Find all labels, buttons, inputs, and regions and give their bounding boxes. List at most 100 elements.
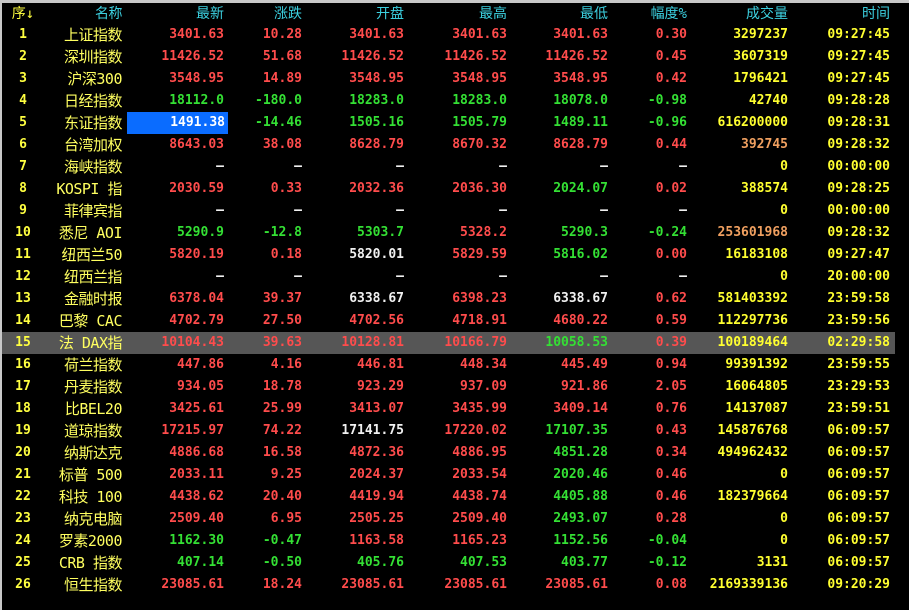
cell-seq: 18 (15, 401, 31, 416)
header-change[interactable]: 涨跌 (274, 6, 302, 22)
cell-open: 5303.7 (357, 225, 404, 240)
header-high[interactable]: 最高 (479, 6, 507, 22)
cell-change: 39.63 (262, 335, 302, 350)
cell-volume: 100189464 (717, 335, 788, 350)
table-row[interactable]: 19 道琼指数 17215.97 74.22 17141.75 17220.02 17107… (2, 420, 902, 442)
cell-seq: 4 (19, 93, 27, 108)
table-row[interactable]: 25 CRB 指数 407.14 -0.50 405.76 407.53 403.77 -0.… (2, 552, 902, 574)
cell-change: 16.58 (262, 445, 302, 460)
table-row[interactable]: 26 恒生指数 23085.61 18.24 23085.61 23085.61 23085… (2, 574, 902, 596)
cell-low: 5290.3 (561, 225, 608, 240)
table-row[interactable]: 21 标普 500 2033.11 9.25 2024.37 2033.54 2020.46… (2, 464, 902, 486)
cell-low: 2493.07 (553, 511, 608, 526)
table-row[interactable]: 22 科技 100 4438.62 20.40 4419.94 4438.74 4405.8… (2, 486, 902, 508)
header-open[interactable]: 开盘 (376, 6, 404, 22)
header-low[interactable]: 最低 (580, 6, 608, 22)
table-row[interactable]: 4 日经指数 18112.0 -180.0 18283.0 18283.0 18078.0 -… (2, 90, 902, 112)
cell-low: 3409.14 (553, 401, 608, 416)
cell-pct: -0.04 (647, 533, 687, 548)
cell-pct: 0.76 (655, 401, 687, 416)
table-row[interactable]: 18 比BEL20 3425.61 25.99 3413.07 3435.99 3409.1… (2, 398, 902, 420)
cell-volume: 392745 (741, 137, 788, 152)
table-row[interactable]: 10 悉尼 AOI 5290.9 -12.8 5303.7 5328.2 5290.3 -0.… (2, 222, 902, 244)
header-pct[interactable]: 幅度% (650, 6, 687, 22)
cell-pct: — (679, 159, 687, 174)
cell-pct: 2.05 (655, 379, 687, 394)
cell-last: 5290.9 (177, 225, 224, 240)
cell-last: 23085.61 (161, 577, 224, 592)
table-row[interactable]: 24 罗素2000 1162.30 -0.47 1163.58 1165.23 1152.5… (2, 530, 902, 552)
cell-seq: 10 (15, 225, 31, 240)
cell-time: 09:27:45 (827, 71, 890, 86)
cell-high: — (499, 203, 507, 218)
table-row[interactable]: 20 纳斯达克 4886.68 16.58 4872.36 4886.95 4851.28 0… (2, 442, 902, 464)
header-volume[interactable]: 成交量 (746, 6, 788, 22)
table-row[interactable]: 16 荷兰指数 447.86 4.16 446.81 448.34 445.49 0.94 99… (2, 354, 902, 376)
cell-pct: 0.94 (655, 357, 687, 372)
header-seq[interactable]: 序↓ (11, 6, 35, 22)
table-row[interactable]: 7 海峡指数 — — — — — — 0 00:00:00 (2, 156, 902, 178)
cell-time: 23:59:58 (827, 291, 890, 306)
cell-change: -14.46 (255, 115, 302, 130)
cell-volume: 3607319 (733, 49, 788, 64)
cell-name: KOSPI 指 (56, 180, 122, 198)
cell-time: 06:09:57 (827, 555, 890, 570)
cell-high: — (499, 159, 507, 174)
cell-name: 东证指数 (63, 114, 123, 132)
cell-high: 11426.52 (444, 49, 507, 64)
window-left-border (0, 0, 2, 610)
table-row[interactable]: 12 纽西兰指 — — — — — — 0 20:00:00 (2, 266, 902, 288)
table-row[interactable]: 11 纽西兰50 5820.19 0.18 5820.01 5829.59 5816.02 0… (2, 244, 902, 266)
cell-low: 1489.11 (553, 115, 608, 130)
cell-last: 4702.79 (169, 313, 224, 328)
table-row[interactable]: 13 金融时报 6378.04 39.37 6338.67 6398.23 6338.67 0… (2, 288, 902, 310)
cell-change: — (294, 159, 302, 174)
header-name[interactable]: 名称 (95, 6, 123, 22)
cell-time: 06:09:57 (827, 511, 890, 526)
table-row[interactable]: 1 上证指数 3401.63 10.28 3401.63 3401.63 3401.63 0.… (2, 24, 902, 46)
cell-pct: — (679, 203, 687, 218)
cell-pct: 0.08 (655, 577, 687, 592)
cell-seq: 24 (15, 533, 31, 548)
cell-seq: 21 (15, 467, 31, 482)
cell-last: — (216, 159, 224, 174)
table-row[interactable]: 2 深圳指数 11426.52 51.68 11426.52 11426.52 11426.… (2, 46, 902, 68)
cell-time: 06:09:57 (827, 445, 890, 460)
header-last[interactable]: 最新 (196, 6, 224, 22)
cell-seq: 12 (15, 269, 31, 284)
cell-volume: 0 (780, 467, 788, 482)
cell-time: 02:29:58 (827, 335, 890, 350)
cell-high: 2036.30 (452, 181, 507, 196)
cell-volume: 16064805 (725, 379, 788, 394)
cell-seq: 25 (15, 555, 31, 570)
cell-name: 日经指数 (63, 92, 123, 110)
cell-volume: 616200000 (717, 115, 788, 130)
cell-change: 18.24 (262, 577, 302, 592)
cell-seq: 17 (15, 379, 31, 394)
cell-high: 3548.95 (452, 71, 507, 86)
table-row[interactable]: 23 纳克电脑 2509.40 6.95 2505.25 2509.40 2493.07 0.… (2, 508, 902, 530)
cell-time: 06:09:57 (827, 533, 890, 548)
table-row[interactable]: 6 台湾加权 8643.03 38.08 8628.79 8670.32 8628.79 0.… (2, 134, 902, 156)
cell-change: 10.28 (262, 27, 302, 42)
cell-last: 18112.0 (169, 93, 224, 108)
cell-high: 937.09 (460, 379, 507, 394)
table-row[interactable]: 8 KOSPI 指 2030.59 0.33 2032.36 2036.30 2024.07… (2, 178, 902, 200)
cell-open: 10128.81 (341, 335, 404, 350)
table-row[interactable]: 3 沪深300 3548.95 14.89 3548.95 3548.95 3548.95 0… (2, 68, 902, 90)
table-row[interactable]: 9 菲律宾指 — — — — — — 0 00:00:00 (2, 200, 902, 222)
cell-high: 448.34 (460, 357, 507, 372)
cell-high: 4886.95 (452, 445, 507, 460)
header-time[interactable]: 时间 (862, 6, 890, 22)
cell-last: 8643.03 (169, 137, 224, 152)
cell-name: 科技 100 (58, 488, 123, 506)
table-row[interactable]: 15 法 DAX指 10104.43 39.63 10128.81 10166.79 100… (2, 332, 895, 354)
table-row[interactable]: 14 巴黎 CAC 4702.79 27.50 4702.56 4718.91 4680.2… (2, 310, 902, 332)
cell-low: 23085.61 (545, 577, 608, 592)
cell-time: 06:09:57 (827, 467, 890, 482)
table-row[interactable]: 5 东证指数 1491.38 -14.46 1505.16 1505.79 1489.11 -… (2, 112, 902, 134)
table-row[interactable]: 17 丹麦指数 934.05 18.78 923.29 937.09 921.86 2.05 1… (2, 376, 902, 398)
cell-last-value: 1491.38 (170, 115, 225, 130)
cell-pct: 0.30 (655, 27, 687, 42)
cell-volume: 182379664 (717, 489, 788, 504)
